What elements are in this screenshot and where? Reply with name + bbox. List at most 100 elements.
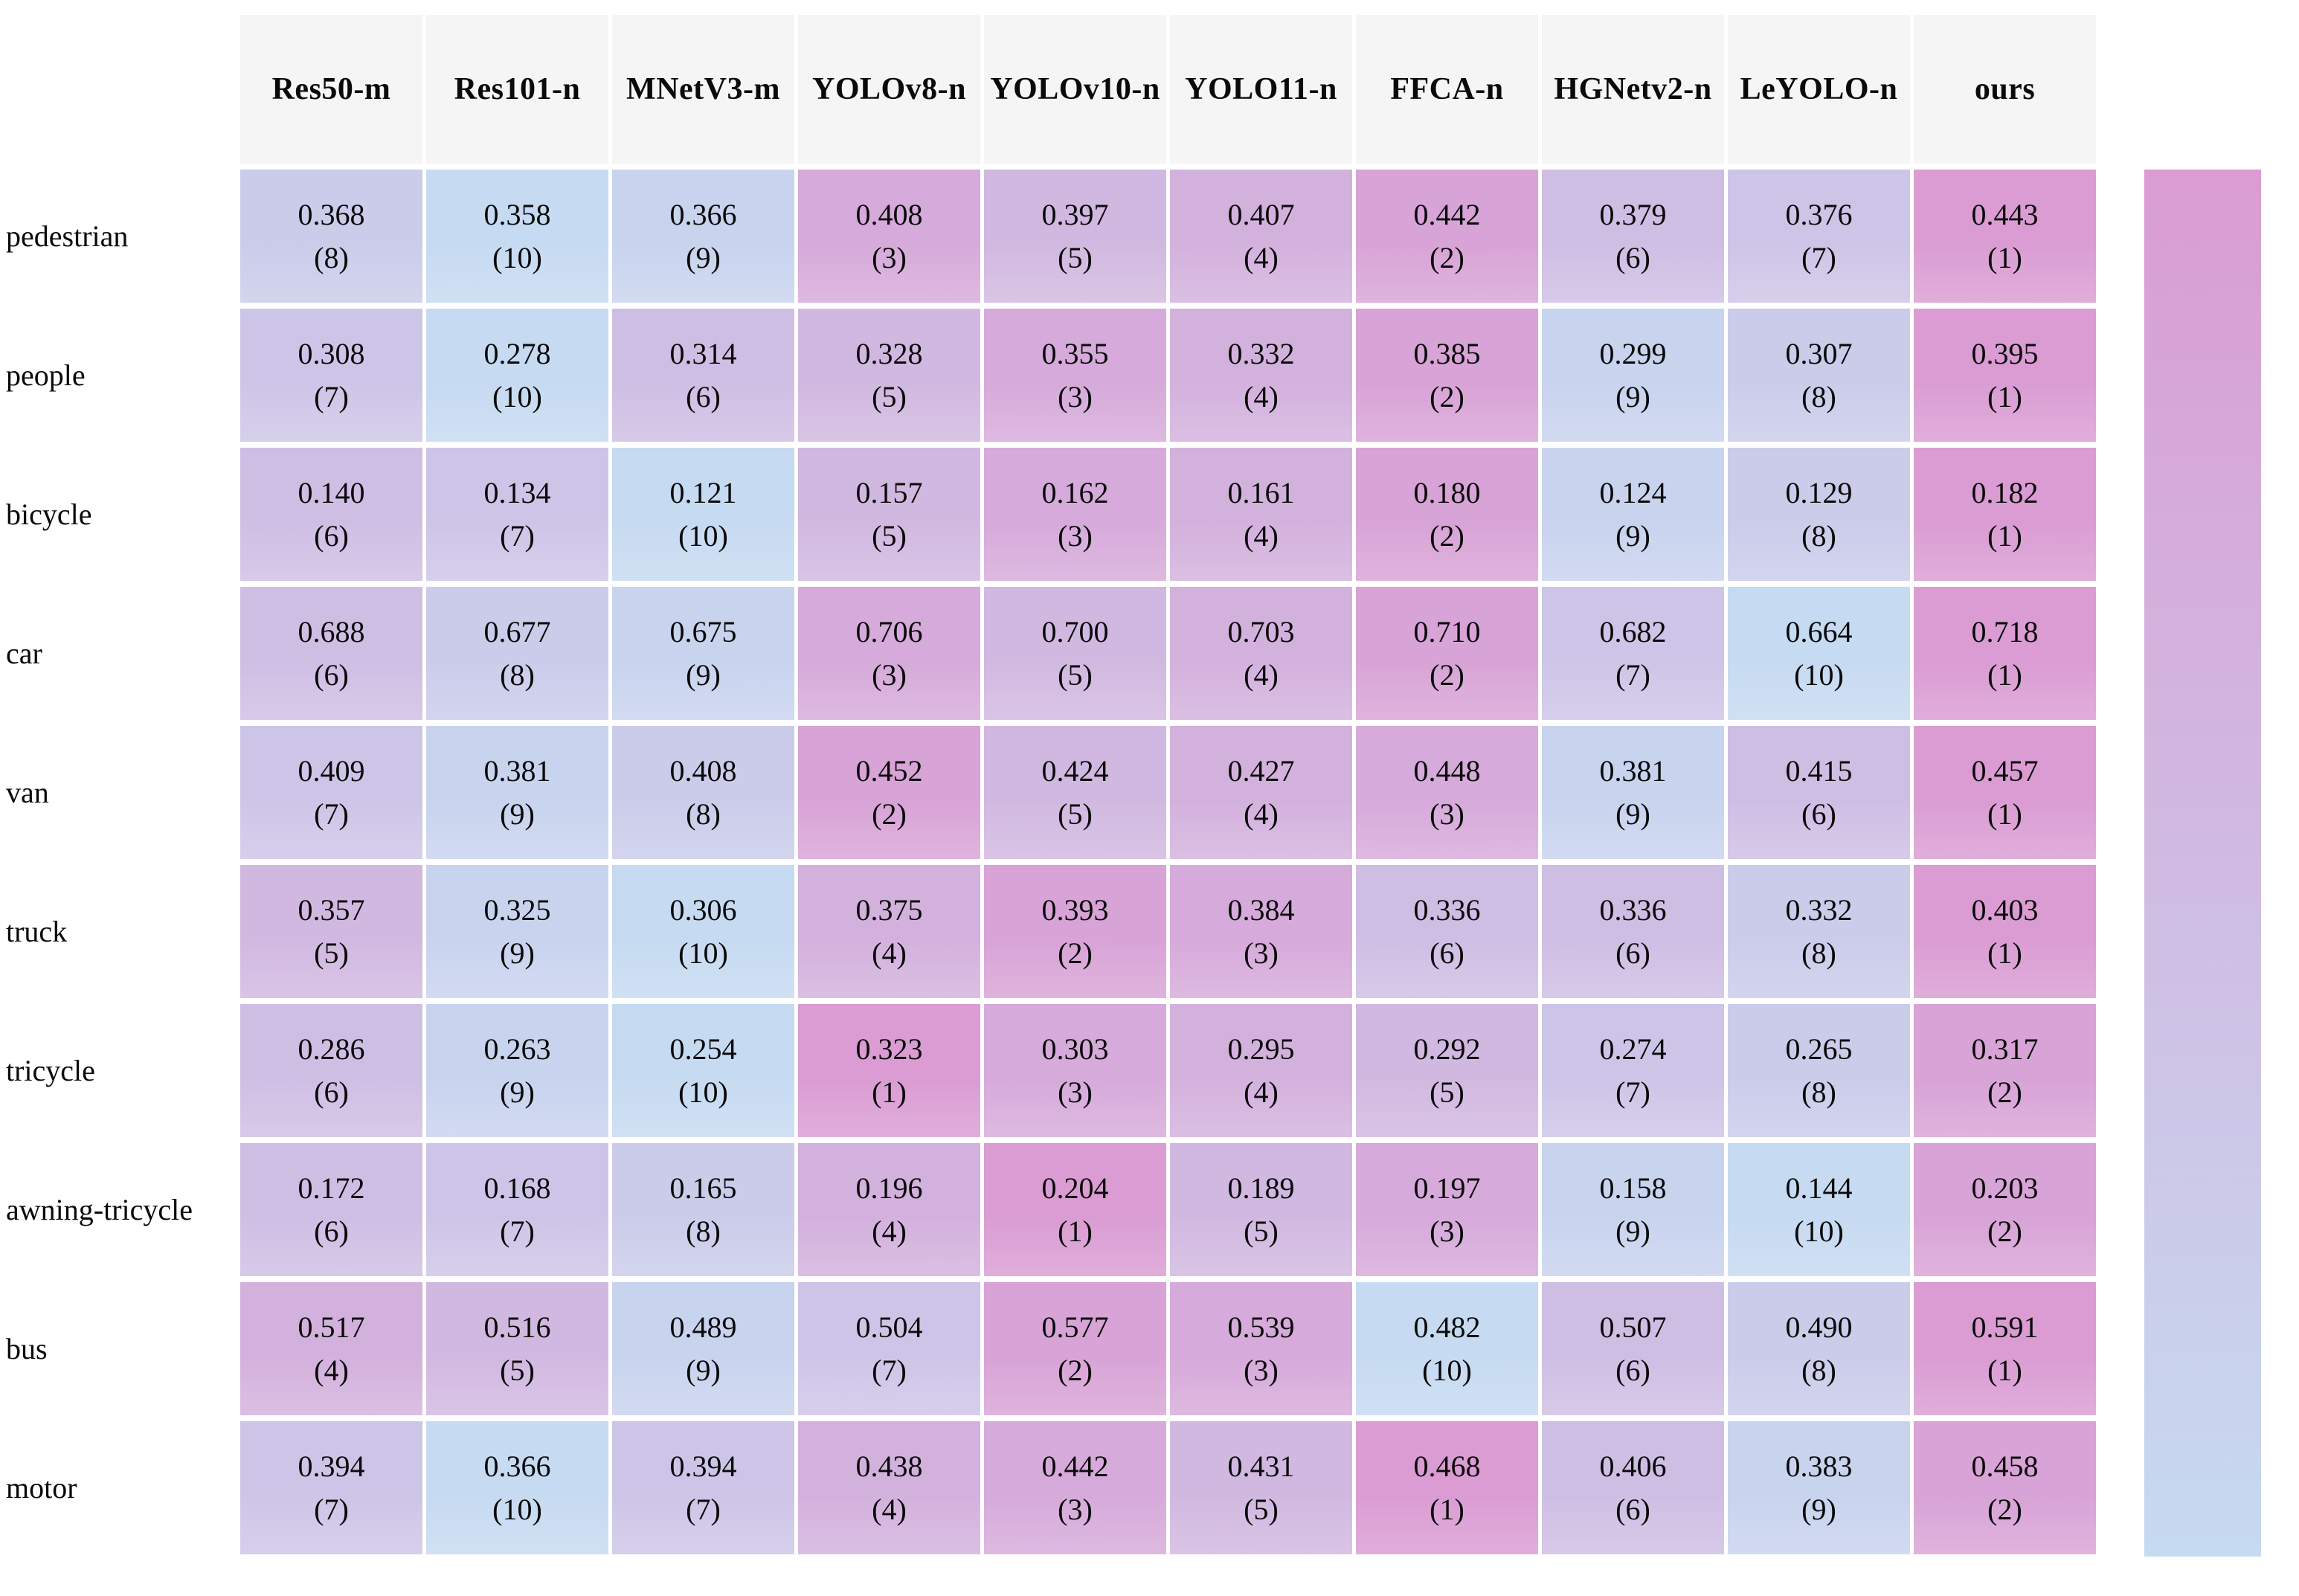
cell-value: 0.381 bbox=[483, 753, 551, 788]
cell-value: 0.517 bbox=[298, 1310, 365, 1344]
heatmap-cell: 0.504 (7) bbox=[798, 1282, 980, 1415]
cell-value: 0.197 bbox=[1413, 1171, 1481, 1205]
cell-value: 0.157 bbox=[855, 475, 923, 509]
cell-rank: (7) bbox=[1615, 657, 1650, 692]
cell-rank: (8) bbox=[686, 1214, 721, 1248]
cell-rank: (4) bbox=[1244, 1075, 1279, 1109]
cell-value: 0.299 bbox=[1599, 336, 1667, 370]
heatmap-cell: 0.375 (4) bbox=[798, 865, 980, 998]
cell-rank: (5) bbox=[1244, 1492, 1279, 1526]
cell-rank: (10) bbox=[678, 518, 728, 553]
heatmap-cell: 0.292 (5) bbox=[1356, 1004, 1538, 1137]
cell-value: 0.384 bbox=[1227, 892, 1295, 927]
cell-value: 0.336 bbox=[1413, 892, 1481, 927]
heatmap-cell: 0.328 (5) bbox=[798, 309, 980, 442]
cell-value: 0.376 bbox=[1785, 197, 1853, 231]
heatmap-cell: 0.336 (6) bbox=[1356, 865, 1538, 998]
cell-rank: (2) bbox=[1987, 1492, 2022, 1526]
row-label-people: people bbox=[0, 309, 237, 442]
cell-value: 0.438 bbox=[855, 1449, 923, 1483]
cell-rank: (10) bbox=[492, 379, 542, 414]
cell-value: 0.431 bbox=[1227, 1449, 1295, 1483]
cell-value: 0.706 bbox=[855, 614, 923, 649]
cell-rank: (2) bbox=[1987, 1214, 2022, 1248]
cell-value: 0.144 bbox=[1785, 1171, 1853, 1205]
heatmap-cell: 0.274 (7) bbox=[1542, 1004, 1724, 1137]
heatmap-cell: 0.379 (6) bbox=[1542, 170, 1724, 303]
cell-rank: (5) bbox=[500, 1353, 535, 1387]
cell-value: 0.332 bbox=[1227, 336, 1295, 370]
cell-rank: (6) bbox=[314, 1214, 349, 1248]
heatmap-cell: 0.317 (2) bbox=[1914, 1004, 2096, 1137]
cell-rank: (4) bbox=[872, 1214, 907, 1248]
cell-rank: (5) bbox=[314, 936, 349, 970]
cell-value: 0.381 bbox=[1599, 753, 1667, 788]
cell-value: 0.332 bbox=[1785, 892, 1853, 927]
cell-rank: (4) bbox=[872, 1492, 907, 1526]
row-label-truck: truck bbox=[0, 865, 237, 998]
cell-value: 0.700 bbox=[1041, 614, 1109, 649]
cell-rank: (8) bbox=[1801, 936, 1836, 970]
heatmap-cell: 0.165 (8) bbox=[612, 1143, 794, 1276]
heatmap-cell: 0.383 (9) bbox=[1728, 1421, 1910, 1554]
heatmap-cell: 0.180 (2) bbox=[1356, 448, 1538, 581]
heatmap-cell: 0.203 (2) bbox=[1914, 1143, 2096, 1276]
cell-value: 0.129 bbox=[1785, 475, 1853, 509]
cell-rank: (6) bbox=[1615, 1353, 1650, 1387]
cell-rank: (1) bbox=[1987, 240, 2022, 274]
cell-rank: (9) bbox=[686, 1353, 721, 1387]
column-header-mnetv3-m: MNetV3-m bbox=[612, 15, 794, 164]
heatmap-cell: 0.368 (8) bbox=[240, 170, 422, 303]
heatmap-cell: 0.314 (6) bbox=[612, 309, 794, 442]
cell-value: 0.295 bbox=[1227, 1032, 1295, 1066]
row-label-tricycle: tricycle bbox=[0, 1004, 237, 1137]
cell-rank: (2) bbox=[1058, 936, 1093, 970]
cell-rank: (1) bbox=[1987, 797, 2022, 831]
cell-rank: (7) bbox=[500, 518, 535, 553]
cell-value: 0.366 bbox=[669, 197, 737, 231]
heatmap-cell: 0.675 (9) bbox=[612, 587, 794, 720]
cell-value: 0.482 bbox=[1413, 1310, 1481, 1344]
column-header-leyolo-n: LeYOLO-n bbox=[1728, 15, 1910, 164]
heatmap-cell: 0.303 (3) bbox=[984, 1004, 1166, 1137]
cell-rank: (1) bbox=[1987, 1353, 2022, 1387]
cell-value: 0.379 bbox=[1599, 197, 1667, 231]
cell-rank: (10) bbox=[1794, 657, 1844, 692]
heatmap-table: Res50-m Res101-n MNetV3-m YOLOv8-n YOLOv10-n… bbox=[0, 15, 2096, 1554]
cell-rank: (3) bbox=[1430, 797, 1464, 831]
heatmap-cell: 0.355 (3) bbox=[984, 309, 1166, 442]
cell-value: 0.134 bbox=[483, 475, 551, 509]
cell-value: 0.357 bbox=[298, 892, 365, 927]
heatmap-cell: 0.468 (1) bbox=[1356, 1421, 1538, 1554]
cell-rank: (7) bbox=[314, 797, 349, 831]
heatmap-cell: 0.577 (2) bbox=[984, 1282, 1166, 1415]
heatmap-cell: 0.407 (4) bbox=[1170, 170, 1352, 303]
heatmap-cell: 0.263 (9) bbox=[426, 1004, 608, 1137]
cell-value: 0.415 bbox=[1785, 753, 1853, 788]
cell-value: 0.406 bbox=[1599, 1449, 1667, 1483]
heatmap-cell: 0.197 (3) bbox=[1356, 1143, 1538, 1276]
heatmap-cell: 0.336 (6) bbox=[1542, 865, 1724, 998]
row-label-bicycle: bicycle bbox=[0, 448, 237, 581]
heatmap-cell: 0.286 (6) bbox=[240, 1004, 422, 1137]
heatmap-cell: 0.700 (5) bbox=[984, 587, 1166, 720]
cell-value: 0.254 bbox=[669, 1032, 737, 1066]
heatmap-cell: 0.265 (8) bbox=[1728, 1004, 1910, 1137]
cell-value: 0.292 bbox=[1413, 1032, 1481, 1066]
heatmap-cell: 0.442 (3) bbox=[984, 1421, 1166, 1554]
cell-value: 0.489 bbox=[669, 1310, 737, 1344]
heatmap-cell: 0.408 (3) bbox=[798, 170, 980, 303]
cell-value: 0.718 bbox=[1971, 614, 2039, 649]
cell-rank: (6) bbox=[314, 1075, 349, 1109]
cell-rank: (7) bbox=[314, 379, 349, 414]
cell-value: 0.278 bbox=[483, 336, 551, 370]
cell-rank: (7) bbox=[872, 1353, 907, 1387]
cell-value: 0.203 bbox=[1971, 1171, 2039, 1205]
heatmap-cell: 0.366 (10) bbox=[426, 1421, 608, 1554]
row-label-pedestrian: pedestrian bbox=[0, 170, 237, 303]
cell-value: 0.442 bbox=[1413, 197, 1481, 231]
cell-rank: (7) bbox=[500, 1214, 535, 1248]
cell-value: 0.675 bbox=[669, 614, 737, 649]
cell-rank: (2) bbox=[1058, 1353, 1093, 1387]
heatmap-cell: 0.134 (7) bbox=[426, 448, 608, 581]
